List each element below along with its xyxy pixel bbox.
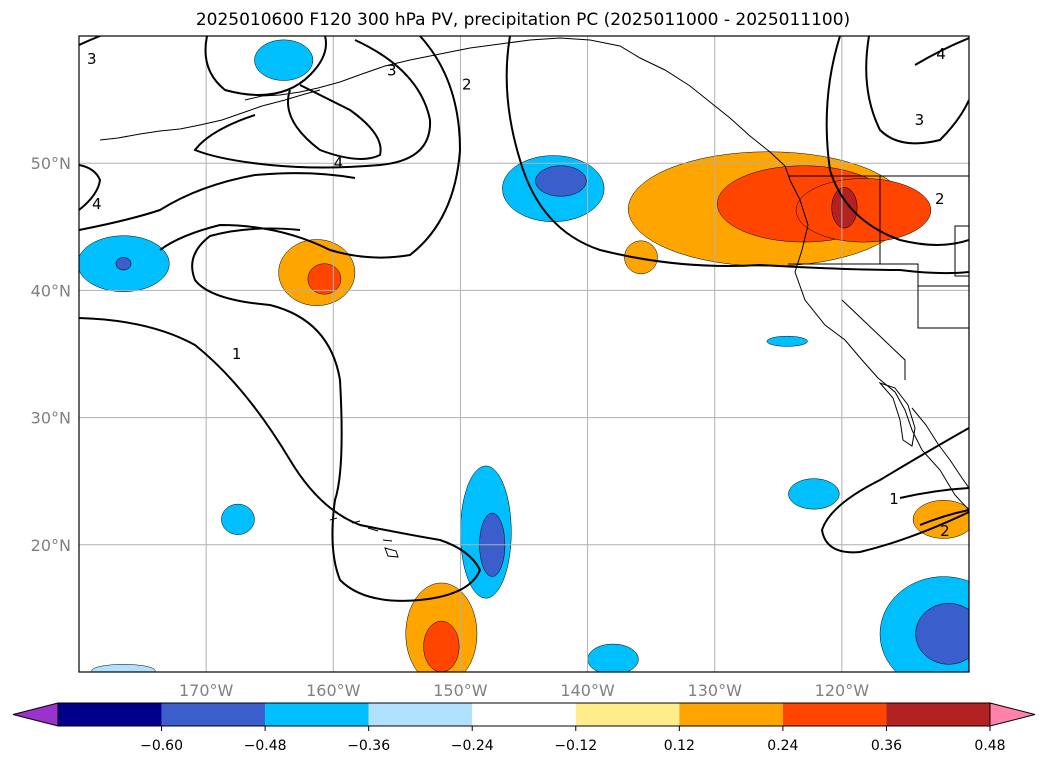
latitude-label: 40°N [31, 281, 71, 300]
colorbar-tick-label: −0.36 [347, 738, 390, 754]
precip-anomaly-cell [831, 187, 858, 229]
pv-contour-south-1 [820, 427, 969, 554]
pv-contour-4-ring [193, 39, 432, 169]
colorbar-tick-label: −0.24 [451, 738, 494, 754]
chart-title: 2025010600 F120 300 hPa PV, precipitatio… [196, 10, 850, 30]
pv-contour-trough-inner [204, 36, 327, 96]
pv-contour-2-east [159, 36, 462, 259]
pv-contour-label: 2 [462, 75, 472, 93]
colorbar-tick-label: −0.12 [554, 738, 597, 754]
precip-anomaly-cell [221, 503, 255, 535]
alaska-coastline [244, 37, 786, 167]
pv-contour-northeast-2 [825, 36, 969, 246]
colorbar-box [472, 703, 576, 726]
pv-contour-label: 4 [936, 45, 946, 63]
colorbar-tick-label: −0.48 [244, 738, 287, 754]
precip-anomaly-cell [307, 263, 342, 295]
precip-anomaly-cell [766, 335, 808, 347]
precip-anomaly-cell [912, 500, 969, 539]
pv-contour-label: 4 [334, 154, 344, 172]
precip-anomaly-cell [535, 165, 587, 197]
longitude-label: 130°W [688, 681, 743, 700]
pv-contour-label: 3 [87, 50, 97, 68]
colorbar-box [575, 703, 680, 726]
longitude-label: 150°W [433, 681, 488, 700]
pv-contour-label: 2 [940, 522, 950, 540]
pv-contour-trough-3 [287, 84, 382, 160]
colorbar-tick-label: 0.48 [974, 738, 1005, 754]
colorbar-box [161, 703, 266, 726]
colorbar-box [782, 703, 887, 726]
pv-contour-left-lobe [79, 164, 102, 211]
colorbar-tick-label: −0.60 [140, 738, 183, 754]
precipitation-anomaly-layer [79, 39, 969, 672]
longitude-label: 160°W [306, 681, 361, 700]
pv-contours [79, 36, 969, 602]
precip-anomaly-cell [915, 603, 969, 665]
colorbar-tick-label: 0.12 [664, 738, 695, 754]
colorbar-box [679, 703, 783, 726]
precip-anomaly-cell [423, 620, 460, 672]
pv-contour-label: 3 [915, 111, 925, 129]
colorbar-ticks: −0.60 −0.48 −0.36 −0.24 −0.12 0.12 0.24 0.36 0.4… [140, 726, 1006, 754]
colorbar: −0.60 −0.48 −0.36 −0.24 −0.12 0.12 0.24 0.36 0.4… [12, 702, 1036, 754]
colorbar-box [265, 703, 369, 726]
colorbar-box [58, 703, 162, 726]
pv-contour-north-top [79, 36, 101, 46]
pv-contour-2-west [79, 172, 356, 231]
pv-contour-1-big [79, 227, 482, 602]
precip-anomaly-cell [587, 643, 639, 672]
colorbar-upper-extend [989, 702, 1036, 727]
precip-anomaly-cell [115, 257, 132, 271]
latitude-label: 30°N [31, 409, 71, 428]
pv-contour-label: 3 [387, 61, 397, 79]
colorbar-boxes [12, 702, 1036, 727]
precip-anomaly-cell [254, 39, 314, 81]
colorbar-box [886, 703, 990, 726]
pv-contour-label: 4 [92, 195, 102, 213]
precip-anomaly-cell [624, 240, 658, 275]
pv-contour-east-ridge [505, 36, 969, 275]
colorbar-box [368, 703, 473, 726]
pv-contour-labels: 3 3 2 4 4 1 4 3 2 2 1 [87, 45, 950, 540]
latitude-label: 20°N [31, 536, 71, 555]
longitude-label: 140°W [560, 681, 615, 700]
baja-california [878, 381, 916, 447]
precip-anomaly-cell [788, 478, 840, 510]
map-gridlines [79, 36, 969, 672]
latitude-label: 50°N [31, 154, 71, 173]
precip-anomaly-cell [91, 664, 156, 672]
pv-contour-northeast-4 [914, 37, 969, 66]
latitude-labels: 20°N 30°N 40°N 50°N [31, 154, 71, 555]
pv-contour-inner-southeast [899, 487, 969, 499]
colorbar-lower-extend [12, 702, 59, 727]
longitude-label: 120°W [815, 681, 870, 700]
pv-contour-label: 1 [232, 345, 242, 363]
map-background [79, 36, 969, 672]
colorbar-outline [57, 702, 991, 727]
us-state-borders [788, 175, 969, 380]
pv-contour-south-2 [919, 509, 969, 526]
mexico-coast [911, 407, 969, 489]
colorbar-tick-label: 0.24 [767, 738, 798, 754]
longitude-labels: 170°W 160°W 150°W 140°W 130°W 120°W [179, 681, 869, 700]
colorbar-tick-label: 0.36 [871, 738, 902, 754]
precip-anomaly-cell [795, 178, 932, 243]
pv-contour-label: 2 [935, 190, 945, 208]
longitude-label: 170°W [179, 681, 234, 700]
pv-contour-northeast-3 [865, 36, 969, 145]
map-frame [78, 35, 970, 673]
pv-contour-label: 1 [889, 490, 899, 508]
